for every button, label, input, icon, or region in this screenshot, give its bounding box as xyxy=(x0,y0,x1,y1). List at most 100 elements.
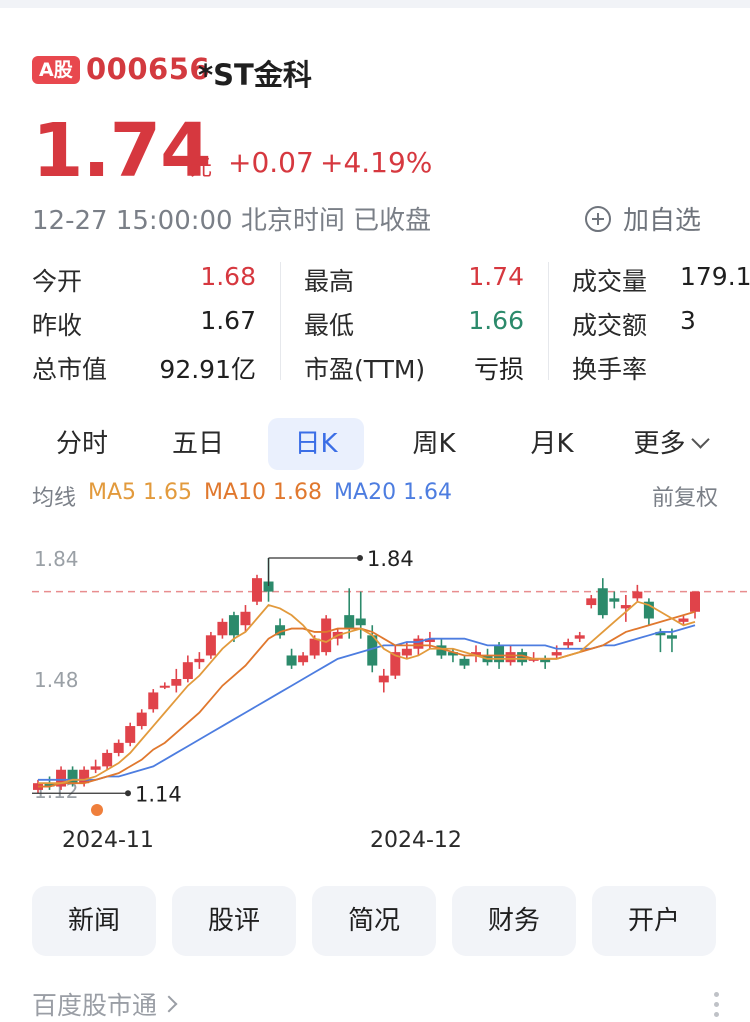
candle-body xyxy=(194,658,205,663)
stats-divider xyxy=(280,262,281,380)
stat-value: 92.91亿 xyxy=(159,355,256,384)
candle-body xyxy=(44,783,55,787)
stat-label: 总市值 xyxy=(32,355,108,384)
ma5-value: MA5 1.65 xyxy=(88,480,193,505)
tab-label: 月K xyxy=(530,429,574,459)
high-label: 1.84 xyxy=(367,547,414,571)
adjust-mode-button[interactable]: 前复权 xyxy=(651,486,718,511)
candle-body xyxy=(79,769,90,784)
bottom-tab-0[interactable]: 新闻 xyxy=(32,886,156,956)
ma20-line xyxy=(38,624,696,781)
candle-body xyxy=(528,658,539,661)
candle-body xyxy=(344,615,355,629)
candle-body xyxy=(494,645,505,663)
candle-body xyxy=(574,635,585,639)
price-change: +0.07 xyxy=(228,146,314,179)
tab-label: 日K xyxy=(294,429,338,459)
bottom-tab-4[interactable]: 开户 xyxy=(592,886,716,956)
tab-3[interactable]: 周K xyxy=(402,418,466,470)
candle-body xyxy=(609,598,620,602)
bottom-tab-2[interactable]: 简况 xyxy=(312,886,436,956)
candle-body xyxy=(586,598,597,606)
stock-code: 000656 xyxy=(86,52,211,86)
candle-body xyxy=(355,618,366,626)
add-watchlist-button[interactable]: 加自选 xyxy=(585,200,701,237)
chevron-right-icon xyxy=(160,995,178,1013)
event-dot-icon xyxy=(91,804,103,816)
candle-body xyxy=(505,652,516,663)
candle-body xyxy=(551,652,562,656)
candle-body xyxy=(632,591,643,599)
ma-legend: 均线 MA5 1.65 MA10 1.68 MA20 1.64 xyxy=(32,480,452,512)
stat-value: 1.74 xyxy=(468,262,524,291)
y-tick-label: 1.84 xyxy=(34,547,79,571)
candle-body xyxy=(286,655,297,666)
candle-body xyxy=(517,652,528,663)
candle-body xyxy=(309,638,320,656)
candle-body xyxy=(413,638,424,649)
candle-body xyxy=(666,635,677,639)
market-badge: A股 xyxy=(32,56,80,84)
stat-label: 最高 xyxy=(304,267,355,296)
ma20-value: MA20 1.64 xyxy=(334,480,453,505)
candle-body xyxy=(678,618,689,622)
bottom-tab-3[interactable]: 财务 xyxy=(452,886,576,956)
bottom-tab-1[interactable]: 股评 xyxy=(172,886,296,956)
tab-0[interactable]: 分时 xyxy=(48,418,116,470)
stats-divider xyxy=(548,262,549,380)
candle-body xyxy=(643,601,654,619)
candle-body xyxy=(56,769,67,787)
ma10-line xyxy=(38,610,696,788)
stat-value: 1.67 xyxy=(200,306,256,335)
stat-value: 3 xyxy=(680,306,696,335)
ma10-value: MA10 1.68 xyxy=(204,480,323,505)
tab-5[interactable]: 更多 xyxy=(620,418,720,470)
candle-body xyxy=(205,635,216,656)
candle-body xyxy=(113,742,124,753)
tab-4[interactable]: 月K xyxy=(520,418,584,470)
stat-label: 昨收 xyxy=(32,311,83,340)
candle-body xyxy=(90,766,101,770)
stat-label: 最低 xyxy=(304,311,355,340)
candle-body xyxy=(171,679,182,686)
x-label-dec: 2024-12 xyxy=(370,828,462,853)
candle-body xyxy=(136,712,147,727)
candlestick-chart[interactable]: 1.841.481.121.841.14 xyxy=(0,530,750,820)
top-divider xyxy=(0,0,750,8)
add-watchlist-label: 加自选 xyxy=(623,206,702,236)
price-unit: 元 xyxy=(190,156,213,181)
candle-body xyxy=(102,752,113,767)
stock-name: *ST金科 xyxy=(198,58,312,92)
candle-body xyxy=(148,692,159,710)
candle-body xyxy=(436,645,447,656)
low-label: 1.14 xyxy=(135,782,182,806)
stat-value: 亏损 xyxy=(473,355,524,384)
ma5-line xyxy=(38,600,696,785)
quote-time-status: 12-27 15:00:00 北京时间 已收盘 xyxy=(32,206,432,236)
candle-body xyxy=(390,652,401,676)
more-vertical-icon[interactable] xyxy=(714,992,720,1022)
candle-body xyxy=(252,578,262,602)
candle-body xyxy=(228,615,239,636)
stat-value: 1.66 xyxy=(468,306,524,335)
stat-label: 换手率 xyxy=(572,355,648,384)
candle-body xyxy=(459,658,470,666)
source-link[interactable]: 百度股市通 xyxy=(32,986,178,1022)
candle-body xyxy=(597,588,608,616)
candle-body xyxy=(217,621,228,636)
candle-body xyxy=(471,652,481,656)
tab-label: 分时 xyxy=(55,429,108,459)
tab-1[interactable]: 五日 xyxy=(166,418,230,470)
stat-value: 1.68 xyxy=(200,262,256,291)
candle-body xyxy=(401,648,412,656)
source-label: 百度股市通 xyxy=(32,991,158,1020)
candle-body xyxy=(563,642,574,646)
candle-body xyxy=(67,769,78,784)
candle-body xyxy=(275,625,286,636)
tab-2[interactable]: 日K xyxy=(268,418,364,470)
current-price: 1.74 xyxy=(32,108,212,194)
candle-body xyxy=(367,635,378,666)
ma-legend-title: 均线 xyxy=(32,486,77,511)
candle-body xyxy=(424,638,435,643)
candle-body xyxy=(690,591,700,612)
